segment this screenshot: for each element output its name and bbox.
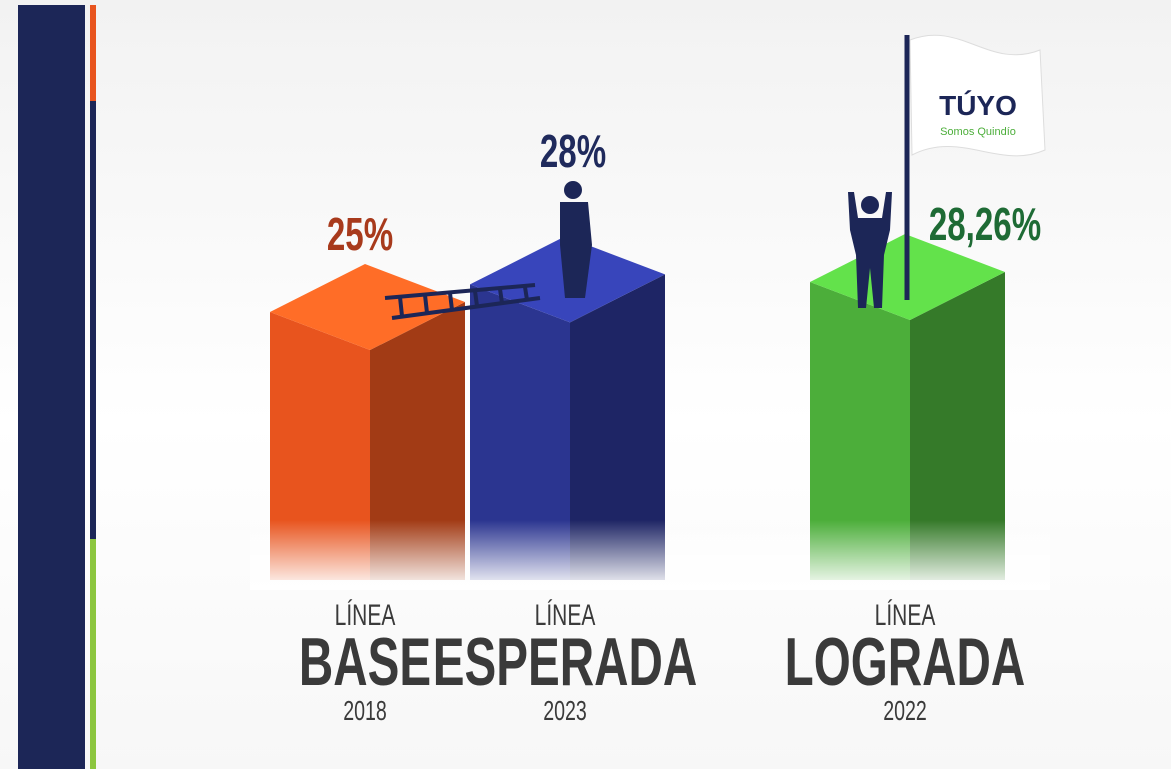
category-year: 2023 bbox=[543, 696, 587, 727]
side-stripe bbox=[90, 539, 96, 769]
infographic: TÚYO Somos Quindío 25%LÍNEABASE201828%LÍ… bbox=[0, 0, 1171, 769]
category-name: BASE bbox=[299, 625, 431, 700]
value-label: 28% bbox=[540, 127, 606, 177]
category-name: ESPERADA bbox=[433, 625, 697, 700]
value-label: 25% bbox=[327, 210, 393, 260]
logo-tagline: Somos Quindío bbox=[940, 126, 1016, 138]
side-stripe bbox=[90, 101, 96, 539]
reflection-fade bbox=[250, 520, 1050, 590]
value-label: 28,26% bbox=[929, 200, 1041, 250]
logo-name: TÚYO bbox=[939, 90, 1017, 121]
category-name: LOGRADA bbox=[785, 625, 1026, 700]
category-year: 2018 bbox=[343, 696, 387, 727]
category-year: 2022 bbox=[883, 696, 927, 727]
side-band bbox=[18, 5, 85, 769]
side-stripe bbox=[90, 5, 96, 101]
